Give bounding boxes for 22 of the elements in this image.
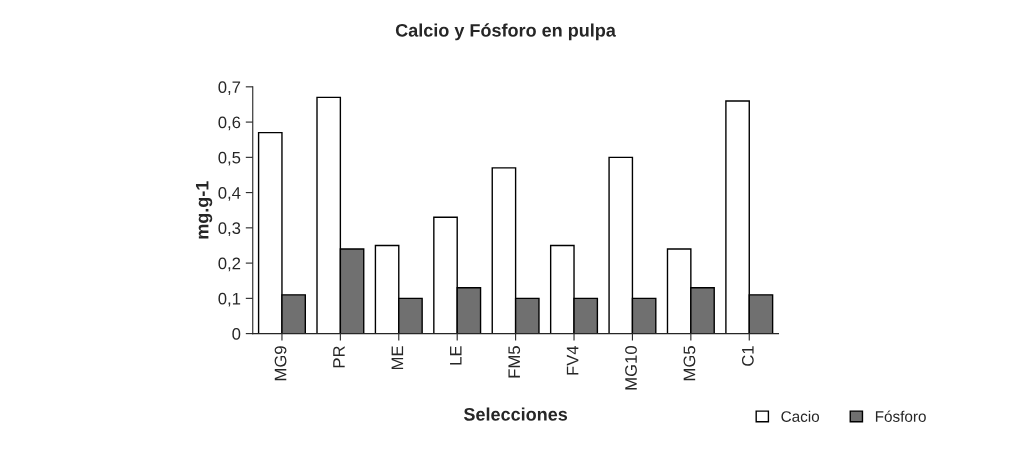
y-tick-label: 0,3: [218, 222, 241, 237]
legend-label: Fósforo: [875, 410, 926, 422]
y-tick-label: 0,4: [218, 186, 241, 201]
y-axis-title: mg.g-1: [195, 181, 213, 239]
x-axis-title: Selecciones: [463, 407, 568, 421]
x-tick-label: PR: [333, 346, 345, 368]
x-tick-label: C1: [741, 346, 754, 366]
y-tick-label: 0,5: [218, 151, 241, 166]
x-tick-label: MG5: [683, 346, 696, 381]
x-tick-label: ME: [391, 346, 404, 370]
y-tick-label: 0,2: [218, 257, 241, 272]
x-tick-label: LE: [450, 346, 462, 365]
chart-title: Calcio y Fósforo en pulpa: [395, 23, 616, 41]
y-tick-label: 0,6: [218, 116, 241, 131]
x-tick-label: MG9: [274, 346, 287, 381]
legend-label: Cacio: [781, 410, 820, 422]
x-tick-label: FV4: [566, 345, 579, 375]
y-tick-label: 0: [232, 328, 241, 340]
y-tick-label: 0,1: [218, 292, 241, 307]
x-tick-label: MG10: [625, 346, 637, 390]
y-tick-label: 0,7: [218, 81, 241, 95]
x-tick-label: FM5: [508, 346, 521, 378]
